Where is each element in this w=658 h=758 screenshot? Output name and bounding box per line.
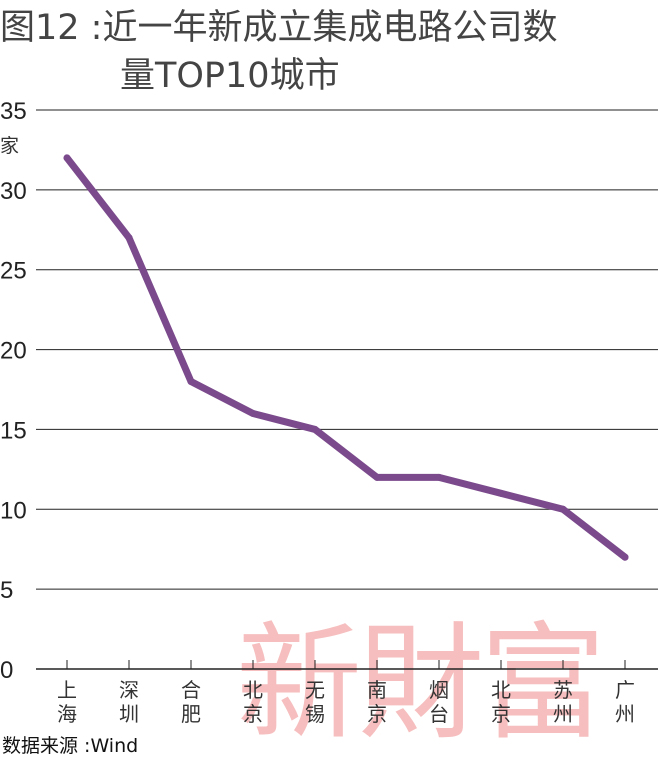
x-tick-label-7-1: 京: [491, 702, 511, 726]
data-point-0: [63, 154, 71, 162]
x-tick-label-7-0: 北: [491, 678, 511, 702]
data-point-2: [187, 378, 195, 386]
x-tick-label-2-1: 肥: [181, 702, 201, 726]
y-tick-label-15: 15: [0, 417, 27, 444]
series-line: [63, 154, 629, 561]
y-tick-label-25: 25: [0, 258, 27, 285]
x-tick-label-1-0: 深: [119, 678, 139, 702]
y-tick-label-0: 0: [0, 657, 13, 684]
y-tick-label-5: 5: [0, 577, 13, 604]
x-tick-label-6-1: 台: [429, 702, 449, 726]
data-point-7: [497, 489, 505, 497]
watermark-logo: 新財富: [236, 610, 606, 757]
chart-title-line2: 量TOP10城市: [120, 56, 340, 96]
data-point-5: [373, 473, 381, 481]
x-tick-label-3-0: 北: [243, 678, 263, 702]
x-tick-label-3-1: 京: [243, 702, 263, 726]
data-point-6: [435, 473, 443, 481]
y-tick-label-20: 20: [0, 338, 27, 365]
y-tick-label-30: 30: [0, 178, 27, 205]
x-tick-label-8-0: 苏: [553, 678, 573, 702]
x-tick-label-5-1: 京: [367, 702, 387, 726]
data-point-8: [559, 505, 567, 513]
y-unit-label: 家: [0, 135, 19, 157]
y-tick-label-10: 10: [0, 497, 27, 524]
x-tick-label-9-0: 广: [615, 678, 635, 702]
x-tick-label-5-0: 南: [367, 678, 387, 702]
data-point-3: [249, 409, 257, 417]
x-tick-label-2-0: 合: [181, 678, 201, 702]
x-tick-label-0-1: 海: [57, 702, 77, 726]
x-tick-label-8-1: 州: [553, 702, 573, 726]
x-tick-label-4-0: 无: [305, 678, 325, 702]
x-tick-label-4-1: 锡: [305, 702, 325, 726]
y-tick-label-35: 35: [0, 98, 27, 125]
data-point-9: [621, 553, 629, 561]
data-point-4: [311, 425, 319, 433]
x-tick-label-9-1: 州: [615, 702, 635, 726]
chart-title-line1: 图12 :近一年新成立集成电路公司数: [0, 8, 558, 48]
source-note: 数据来源 :Wind: [2, 735, 139, 757]
x-tick-label-6-0: 烟: [429, 678, 449, 702]
x-tick-label-1-1: 圳: [119, 702, 139, 726]
x-tick-label-0-0: 上: [57, 678, 77, 702]
data-point-1: [125, 234, 133, 242]
